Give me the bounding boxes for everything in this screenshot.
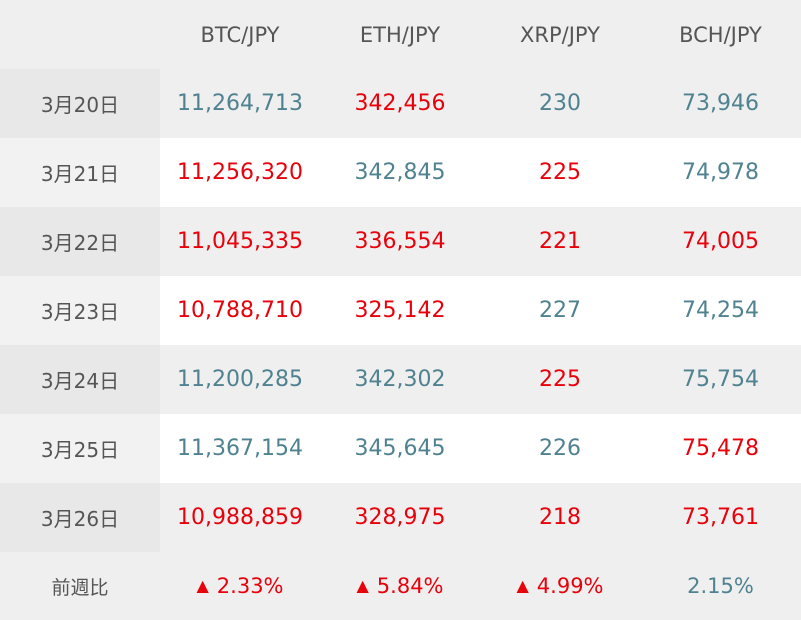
- price-cell-btc: 10,988,859: [160, 483, 320, 552]
- week-change-value: 5.84%: [376, 574, 444, 598]
- week-change-value: 2.33%: [216, 574, 284, 598]
- header-row: BTC/JPY ETH/JPY XRP/JPY BCH/JPY: [0, 0, 801, 69]
- triangle-up-icon: ▲: [516, 576, 529, 595]
- table-row: 3月23日 10,788,710 325,142 227 74,254: [0, 276, 801, 345]
- price-cell-xrp: 221: [480, 207, 640, 276]
- table-row: 3月20日 11,264,713 342,456 230 73,946: [0, 69, 801, 138]
- table-row: 3月21日 11,256,320 342,845 225 74,978: [0, 138, 801, 207]
- price-cell-xrp: 227: [480, 276, 640, 345]
- week-change-value: 2.15%: [687, 574, 754, 598]
- header-eth-jpy: ETH/JPY: [320, 0, 480, 69]
- row-date: 3月26日: [0, 483, 160, 552]
- week-change-cell-btc: ▲ 2.33%: [160, 552, 320, 620]
- price-cell-eth: 342,456: [320, 69, 480, 138]
- triangle-up-icon: ▲: [356, 576, 369, 595]
- price-cell-bch: 73,761: [640, 483, 801, 552]
- price-cell-eth: 345,645: [320, 414, 480, 483]
- price-cell-bch: 75,478: [640, 414, 801, 483]
- header-xrp-jpy: XRP/JPY: [480, 0, 640, 69]
- triangle-up-icon: ▲: [196, 576, 209, 595]
- price-cell-bch: 73,946: [640, 69, 801, 138]
- row-date: 3月24日: [0, 345, 160, 414]
- row-date: 3月20日: [0, 69, 160, 138]
- price-cell-btc: 10,788,710: [160, 276, 320, 345]
- table-row: 3月24日 11,200,285 342,302 225 75,754: [0, 345, 801, 414]
- price-cell-eth: 325,142: [320, 276, 480, 345]
- price-cell-eth: 342,302: [320, 345, 480, 414]
- price-cell-bch: 75,754: [640, 345, 801, 414]
- row-date: 3月25日: [0, 414, 160, 483]
- price-cell-xrp: 230: [480, 69, 640, 138]
- week-change-cell-eth: ▲ 5.84%: [320, 552, 480, 620]
- row-date: 3月22日: [0, 207, 160, 276]
- header-corner: [0, 0, 160, 69]
- price-cell-eth: 336,554: [320, 207, 480, 276]
- row-date: 3月23日: [0, 276, 160, 345]
- price-cell-xrp: 225: [480, 138, 640, 207]
- table-row: 3月25日 11,367,154 345,645 226 75,478: [0, 414, 801, 483]
- price-cell-btc: 11,045,335: [160, 207, 320, 276]
- price-cell-btc: 11,367,154: [160, 414, 320, 483]
- price-cell-bch: 74,005: [640, 207, 801, 276]
- week-change-cell-xrp: ▲ 4.99%: [480, 552, 640, 620]
- price-cell-btc: 11,264,713: [160, 69, 320, 138]
- header-bch-jpy: BCH/JPY: [640, 0, 801, 69]
- price-cell-bch: 74,978: [640, 138, 801, 207]
- price-cell-xrp: 225: [480, 345, 640, 414]
- table-row: 3月22日 11,045,335 336,554 221 74,005: [0, 207, 801, 276]
- row-date: 3月21日: [0, 138, 160, 207]
- week-change-value: 4.99%: [536, 574, 604, 598]
- price-cell-btc: 11,200,285: [160, 345, 320, 414]
- price-cell-xrp: 218: [480, 483, 640, 552]
- price-cell-bch: 74,254: [640, 276, 801, 345]
- week-change-label: 前週比: [0, 552, 160, 620]
- table-row: 3月26日 10,988,859 328,975 218 73,761: [0, 483, 801, 552]
- week-change-row: 前週比 ▲ 2.33% ▲ 5.84% ▲ 4.99% 2.15%: [0, 552, 801, 620]
- header-btc-jpy: BTC/JPY: [160, 0, 320, 69]
- price-cell-xrp: 226: [480, 414, 640, 483]
- price-cell-eth: 342,845: [320, 138, 480, 207]
- week-change-cell-bch: 2.15%: [640, 552, 801, 620]
- price-cell-btc: 11,256,320: [160, 138, 320, 207]
- price-cell-eth: 328,975: [320, 483, 480, 552]
